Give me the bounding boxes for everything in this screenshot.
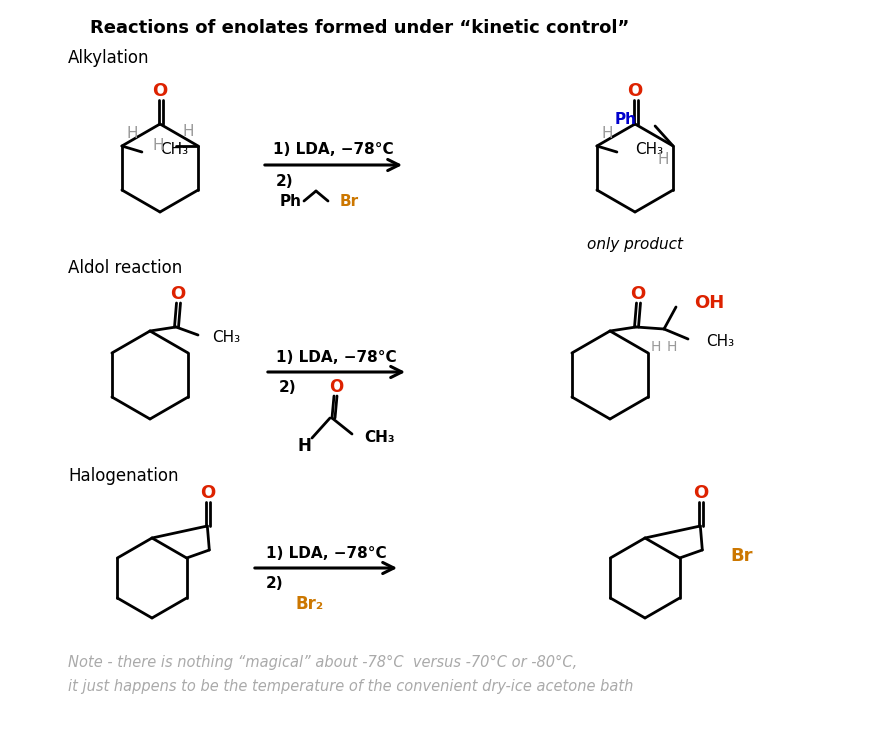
Text: H: H: [657, 153, 669, 167]
Text: Ph: Ph: [615, 112, 637, 128]
Text: only product: only product: [587, 236, 683, 252]
Text: it just happens to be the temperature of the convenient dry-ice acetone bath: it just happens to be the temperature of…: [68, 678, 633, 694]
Text: H: H: [153, 139, 164, 153]
Text: Aldol reaction: Aldol reaction: [68, 259, 183, 277]
Text: 1) LDA, −78°C: 1) LDA, −78°C: [276, 349, 397, 365]
Text: CH₃: CH₃: [706, 333, 734, 349]
Text: O: O: [627, 82, 643, 100]
Text: O: O: [170, 285, 185, 303]
Text: CH₃: CH₃: [160, 142, 188, 158]
Text: H: H: [126, 126, 138, 140]
Text: Br₂: Br₂: [296, 595, 324, 613]
Text: 2): 2): [279, 380, 296, 396]
Text: 1) LDA, −78°C: 1) LDA, −78°C: [265, 545, 386, 561]
Text: 2): 2): [276, 173, 294, 189]
Text: O: O: [631, 285, 646, 303]
Text: O: O: [153, 82, 168, 100]
Text: H: H: [602, 126, 613, 140]
Text: Br: Br: [340, 194, 359, 208]
Text: Note - there is nothing “magical” about -78°C  versus -70°C or -80°C,: Note - there is nothing “magical” about …: [68, 655, 577, 669]
Text: Ph: Ph: [280, 194, 302, 208]
Text: CH₃: CH₃: [364, 431, 394, 446]
Text: H: H: [667, 340, 677, 354]
Text: H: H: [297, 437, 311, 455]
Text: Reactions of enolates formed under “kinetic control”: Reactions of enolates formed under “kine…: [90, 19, 630, 37]
Text: 2): 2): [266, 576, 284, 592]
Text: Halogenation: Halogenation: [68, 467, 178, 485]
Text: Br: Br: [730, 547, 753, 565]
Text: Alkylation: Alkylation: [68, 49, 150, 67]
Text: 1) LDA, −78°C: 1) LDA, −78°C: [273, 142, 393, 158]
Text: OH: OH: [694, 294, 724, 312]
Text: CH₃: CH₃: [635, 142, 663, 158]
Text: O: O: [329, 378, 343, 396]
Text: CH₃: CH₃: [212, 330, 240, 344]
Text: H: H: [183, 123, 194, 139]
Text: O: O: [199, 484, 215, 502]
Text: H: H: [651, 340, 662, 354]
Text: O: O: [692, 484, 708, 502]
